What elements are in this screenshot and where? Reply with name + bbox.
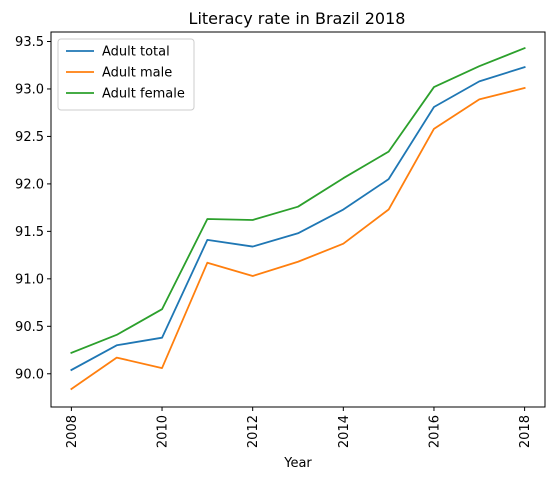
y-tick-label: 91.0 bbox=[15, 272, 44, 287]
legend-label: Adult male bbox=[102, 66, 172, 81]
series-line-3 bbox=[70, 46, 526, 355]
x-tick-label: 2008 bbox=[65, 415, 80, 448]
y-tick-label: 92.0 bbox=[15, 177, 44, 192]
y-tick-label: 93.0 bbox=[15, 82, 44, 97]
x-axis: 2008 2010 2012 2014 2016 2018 bbox=[65, 407, 533, 448]
y-tick-label: 90.0 bbox=[15, 367, 44, 382]
y-axis: 90.0 90.5 91.0 91.5 92.0 92.5 93.0 93.5 bbox=[15, 35, 51, 382]
series-line-2 bbox=[70, 86, 526, 391]
y-tick-label: 92.5 bbox=[15, 130, 44, 145]
plot-frame bbox=[50, 31, 546, 408]
x-tick-label: 2012 bbox=[246, 415, 261, 448]
x-tick-label: 2010 bbox=[156, 415, 171, 448]
chart-title: Literacy rate in Brazil 2018 bbox=[189, 9, 406, 28]
legend: Adult total Adult male Adult female bbox=[57, 38, 195, 111]
x-axis-label: Year bbox=[283, 456, 312, 471]
legend-label: Adult female bbox=[102, 87, 185, 102]
series-layer bbox=[70, 46, 526, 391]
x-tick-label: 2014 bbox=[337, 415, 352, 448]
x-tick-label: 2016 bbox=[427, 415, 442, 448]
y-tick-label: 93.5 bbox=[15, 35, 44, 50]
legend-label: Adult total bbox=[102, 45, 170, 60]
y-tick-label: 90.5 bbox=[15, 320, 44, 335]
x-tick-label: 2018 bbox=[518, 415, 533, 448]
y-tick-label: 91.5 bbox=[15, 225, 44, 240]
series-line-1 bbox=[70, 66, 526, 372]
